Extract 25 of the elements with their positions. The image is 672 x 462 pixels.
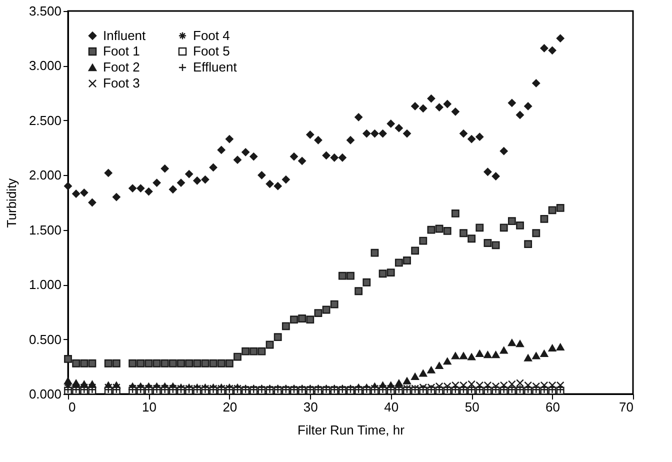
legend-label: Foot 2 <box>103 60 140 74</box>
y-axis-title: Turbidity <box>4 178 19 228</box>
legend-label: Effluent <box>193 60 238 74</box>
y-tick-label: 3.500 <box>28 4 62 18</box>
legend-label: Foot 5 <box>193 44 230 58</box>
x-tick-label: 40 <box>384 400 399 414</box>
y-tick-label: 1.000 <box>28 277 62 292</box>
x-tick-label: 70 <box>619 400 634 414</box>
y-tick-label: 3.000 <box>28 58 62 74</box>
y-tick-label: 0.000 <box>28 386 62 402</box>
y-tick-label: 2.000 <box>28 168 62 183</box>
legend-label: Foot 4 <box>193 28 230 43</box>
legend-label: Foot 3 <box>103 76 140 90</box>
y-tick-label: 0.500 <box>28 332 62 347</box>
x-tick-label: 60 <box>546 400 560 414</box>
y-tick-label: 1.500 <box>28 222 62 238</box>
x-tick-label: 50 <box>464 400 480 414</box>
y-tick-label: 2.500 <box>28 112 62 128</box>
legend-label: Influent <box>103 28 146 43</box>
legend-label: Foot 1 <box>103 44 140 58</box>
x-tick-label: 0 <box>68 400 76 414</box>
x-tick-label: 20 <box>222 400 238 414</box>
x-axis-title: Filter Run Time, hr <box>298 422 406 438</box>
x-tick-label: 30 <box>303 400 318 414</box>
x-tick-label: 10 <box>142 400 156 414</box>
